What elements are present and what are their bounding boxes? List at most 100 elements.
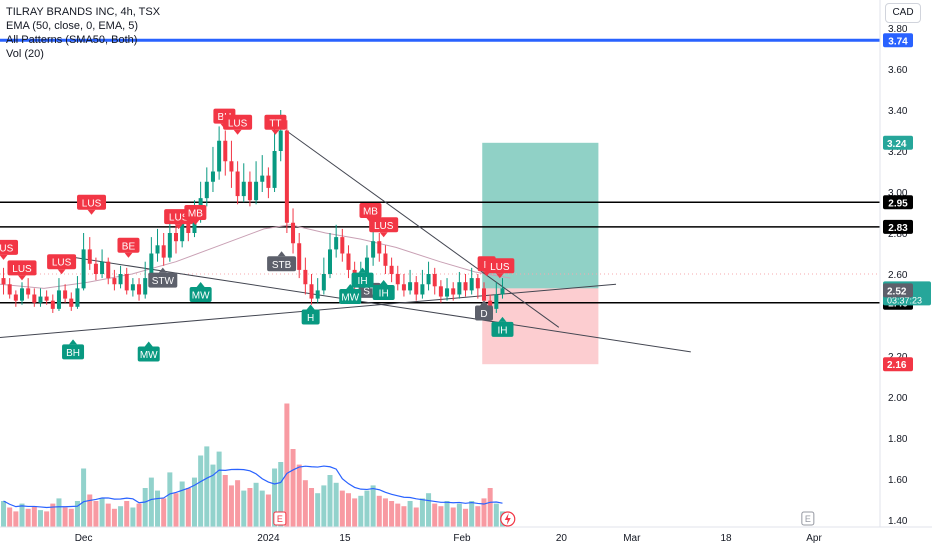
- candle-body: [315, 290, 320, 299]
- volume-bar: [475, 506, 481, 527]
- volume-bar: [426, 493, 432, 527]
- volume-bar: [352, 498, 358, 527]
- volume-bar: [438, 506, 444, 527]
- volume-bar: [395, 503, 401, 527]
- volume-bar: [450, 507, 456, 527]
- volume-bar: [222, 475, 228, 527]
- pattern-label: IH: [491, 316, 514, 337]
- candle-body: [260, 175, 265, 182]
- pattern-label-text: LUS: [169, 213, 189, 224]
- candle-body: [155, 245, 160, 254]
- earnings-marker-text: E: [805, 514, 811, 524]
- pattern-label-box: [359, 202, 382, 218]
- candle-body: [494, 294, 499, 309]
- candle-body: [334, 237, 339, 250]
- pattern-label-pointer: [0, 254, 8, 260]
- candle-body: [87, 249, 92, 264]
- level-badge-label: 2.95: [888, 198, 908, 209]
- candle-body: [7, 284, 12, 295]
- candle-body: [56, 290, 61, 309]
- price-tick-label: 1.80: [888, 434, 908, 445]
- pattern-label-pointer: [233, 129, 242, 135]
- ema-50: [0, 224, 511, 289]
- volume-bar: [161, 498, 167, 527]
- volume-bar: [290, 449, 296, 527]
- pattern-label-pointer: [174, 224, 183, 230]
- pattern-label: TT: [264, 114, 287, 135]
- pattern-label-text: BE: [122, 241, 136, 252]
- time-tick-label: 2024: [257, 533, 280, 544]
- candle-body: [69, 298, 74, 307]
- ema-indicator-label[interactable]: EMA (50, close, 0, EMA, 5): [6, 20, 139, 32]
- price-tick-label: 3.00: [888, 188, 908, 199]
- volume-bar: [124, 501, 130, 527]
- volume-bar: [358, 495, 364, 527]
- volume-bar: [37, 510, 43, 527]
- lightning-bolt: [504, 513, 511, 525]
- volume-bar: [278, 462, 284, 527]
- patterns-indicator-label[interactable]: All Patterns (SMA50, Both): [6, 34, 138, 46]
- volume-bar: [339, 490, 345, 527]
- pattern-label: BH: [62, 339, 85, 360]
- pattern-label: LUS: [7, 260, 37, 281]
- pattern-label-text: STW: [152, 276, 175, 287]
- price-badge-label: 3.24: [887, 139, 907, 150]
- candle-body: [309, 284, 314, 299]
- pattern-label-text: LUS: [490, 262, 510, 273]
- volume-bar: [62, 507, 68, 527]
- candle-body: [75, 288, 80, 307]
- symbol-title[interactable]: TILRAY BRANDS INC, 4h, TSX: [6, 6, 161, 18]
- pattern-label-text: STB: [272, 260, 292, 271]
- pattern-label-pointer: [379, 232, 388, 238]
- pattern-label-box: [62, 344, 85, 360]
- candle-body: [143, 278, 148, 295]
- candles: [1, 110, 505, 315]
- pattern-label-box: [223, 114, 253, 130]
- volume-bar: [56, 498, 62, 527]
- candle-body: [451, 288, 456, 295]
- pattern-label-text: BH: [66, 348, 80, 359]
- candle-body: [63, 290, 68, 299]
- pattern-label-box: [301, 309, 320, 325]
- time-tick-label: 20: [556, 533, 568, 544]
- price-badge: [883, 135, 913, 150]
- volume-bar: [469, 501, 475, 527]
- price-tick-label: 1.60: [888, 475, 908, 486]
- volume-indicator-label[interactable]: Vol (20): [6, 48, 44, 60]
- candle-body: [241, 181, 246, 197]
- pattern-label-pointer: [144, 341, 153, 347]
- pattern-label-box: [491, 321, 514, 337]
- volume-bar: [364, 490, 370, 527]
- pattern-label: H: [301, 304, 320, 325]
- trendline: [285, 130, 560, 328]
- countdown-label: 03:37:23: [887, 295, 922, 305]
- volume-bar: [228, 485, 234, 527]
- volume-bar: [44, 511, 50, 527]
- price-axis-bg: [880, 0, 932, 550]
- candle-body: [383, 253, 388, 266]
- pattern-label-box: [485, 258, 515, 274]
- price-tick-label: 3.60: [888, 65, 908, 76]
- volume-bar: [333, 482, 339, 527]
- volume-bar: [87, 494, 93, 527]
- volume-bar: [93, 501, 99, 527]
- volume-bar: [444, 501, 450, 527]
- volume-bar: [198, 455, 204, 527]
- volume-bar: [370, 485, 376, 527]
- volume-bar: [413, 507, 419, 527]
- pattern-label: STB: [267, 251, 297, 272]
- currency-button[interactable]: CAD: [885, 3, 921, 23]
- volume-ma: [3, 465, 503, 509]
- pattern-label: LUS: [485, 258, 515, 279]
- candle-body: [457, 282, 462, 295]
- pattern-label-pointer: [271, 129, 280, 135]
- volume-bar: [167, 472, 173, 527]
- price-axis: 3.803.603.403.203.002.802.602.202.001.80…: [879, 0, 932, 550]
- volume-bar: [382, 498, 388, 527]
- volume-bar: [302, 480, 308, 527]
- candle-body: [426, 274, 431, 285]
- volume-bar: [105, 503, 111, 527]
- candle-body: [377, 241, 382, 254]
